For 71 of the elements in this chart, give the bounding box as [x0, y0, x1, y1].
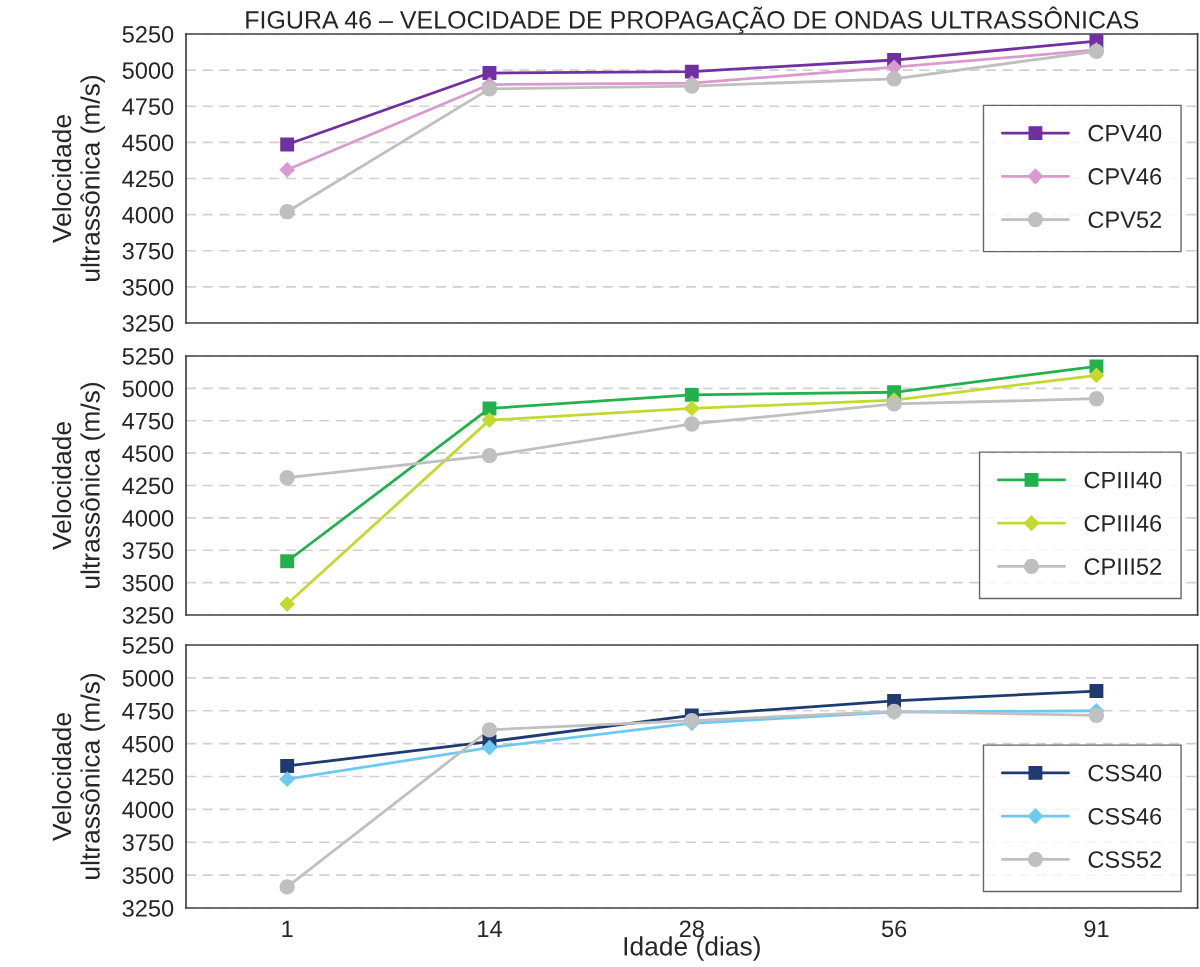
x-tick-label: 1 — [282, 920, 293, 937]
y-axis-title: Velocidade ultrassônica (m/s) — [51, 383, 105, 588]
y-tick-label: 4750 — [122, 702, 174, 720]
y-tick-label: 4500 — [122, 735, 174, 753]
x-tick-label: 91 — [1084, 920, 1109, 938]
y-tick-label: 3500 — [122, 278, 174, 296]
point — [482, 66, 497, 80]
y-tick-label: 3750 — [122, 834, 174, 852]
y-tick-label: 3500 — [122, 574, 174, 592]
y-tick-label: 5250 — [122, 637, 174, 654]
point — [279, 879, 295, 895]
legend-label: CPIII46 — [1084, 514, 1162, 532]
y-tick-label: 4500 — [122, 445, 174, 462]
legend-label: CSS46 — [1088, 807, 1162, 825]
legend-label: CPV46 — [1088, 168, 1162, 185]
point — [481, 412, 498, 428]
legend-label: CPIII40 — [1084, 471, 1162, 489]
x-tick-label: 56 — [881, 920, 907, 938]
point — [279, 596, 296, 612]
y-tick-label: 4500 — [122, 134, 174, 152]
legend-label: CPV52 — [1088, 211, 1161, 229]
point — [1088, 707, 1105, 723]
y-tick-label: 3250 — [122, 315, 174, 332]
chart-title: FIGURA 46 – VELOCIDADE DE PROPAGAÇÃO DE ONDAS ULTRASSÔNICAS — [246, 6, 1139, 34]
y-tick-label: 5000 — [122, 669, 174, 687]
y-tick-label: 5000 — [122, 62, 174, 79]
y-tick-label: 4250 — [122, 768, 174, 786]
point — [279, 204, 295, 220]
legend-label: CSS52 — [1088, 851, 1161, 868]
x-tick-label: 14 — [478, 920, 502, 937]
legend-label: CPIII52 — [1084, 558, 1161, 575]
legend-label: CSS40 — [1088, 764, 1162, 782]
point — [683, 400, 700, 417]
y-tick-label: 4250 — [122, 170, 174, 188]
y-tick-label: 5250 — [122, 348, 174, 365]
point — [481, 81, 498, 97]
x-tick-label: 28 — [679, 920, 704, 938]
y-axis-title: Velocidade ultrassônica (m/s) — [51, 674, 105, 879]
point — [280, 759, 295, 773]
point — [886, 396, 902, 412]
y-tick-label: 3500 — [122, 867, 174, 884]
point — [1089, 684, 1104, 698]
point — [481, 448, 498, 464]
y-tick-label: 3750 — [122, 242, 174, 260]
y-tick-label: 5250 — [122, 26, 174, 43]
y-tick-label: 3250 — [122, 900, 174, 917]
y-axis-title: Velocidade ultrassônica (m/s) — [51, 76, 105, 281]
point — [684, 416, 700, 432]
point — [279, 771, 296, 787]
point — [1088, 391, 1105, 407]
point — [886, 71, 902, 87]
y-tick-label: 3250 — [122, 607, 174, 624]
point — [684, 387, 699, 402]
point — [279, 470, 295, 486]
point — [279, 161, 296, 178]
y-tick-label: 4000 — [122, 801, 174, 819]
y-tick-label: 3750 — [122, 542, 174, 560]
x-axis-title: Idade (dias) — [624, 936, 760, 961]
point — [481, 722, 498, 738]
y-tick-label: 4000 — [122, 206, 174, 224]
point — [1088, 367, 1105, 384]
point — [684, 64, 699, 79]
y-tick-label: 4750 — [122, 98, 174, 116]
point — [280, 554, 295, 569]
y-tick-label: 4250 — [122, 477, 174, 495]
y-tick-label: 4000 — [122, 509, 174, 527]
y-tick-label: 4750 — [122, 412, 174, 430]
legend-label: CPV40 — [1088, 124, 1162, 142]
point — [481, 739, 498, 756]
point — [280, 137, 295, 152]
y-tick-label: 5000 — [122, 380, 174, 398]
